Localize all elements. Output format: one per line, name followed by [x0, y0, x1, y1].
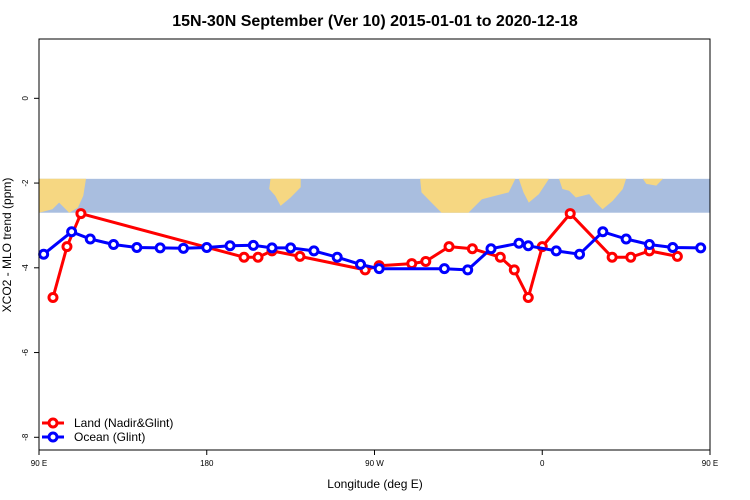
data-point: [355, 258, 367, 270]
x-tick-label: 90 E: [31, 459, 47, 468]
data-point: [443, 241, 455, 253]
data-point: [108, 239, 120, 250]
data-point: [47, 291, 59, 303]
data-point: [695, 242, 707, 254]
chart-title: 15N-30N September (Ver 10) 2015-01-01 to…: [172, 13, 578, 30]
y-tick-label: -6: [21, 348, 30, 356]
y-tick-label: -4: [21, 264, 30, 272]
x-tick-label: 0: [540, 459, 545, 468]
data-point: [373, 263, 385, 275]
data-point: [597, 226, 609, 238]
series-line: [51, 212, 678, 299]
y-tick-label: -8: [21, 433, 30, 441]
data-point: [308, 245, 320, 257]
series-land: [47, 208, 683, 303]
data-point: [266, 242, 278, 254]
x-axis: 90 E 180 90 W 0 90 E: [31, 450, 718, 468]
data-point: [462, 264, 474, 276]
x-tick-label: 90 W: [365, 459, 384, 468]
data-point: [66, 226, 78, 238]
data-point: [406, 258, 418, 270]
land-mass-5: [559, 178, 627, 210]
land-mass-4: [518, 178, 549, 203]
data-point: [620, 233, 632, 245]
map-land: [39, 178, 663, 213]
x-axis-label: Longitude (deg E): [327, 477, 422, 491]
data-point: [625, 251, 637, 263]
x-tick-label: 180: [200, 459, 214, 468]
legend-swatch-marker: [47, 417, 59, 429]
data-point: [252, 251, 264, 263]
data-point: [574, 248, 586, 260]
x-tick-label: 90 E: [702, 459, 718, 468]
data-point: [420, 255, 432, 267]
data-point: [131, 241, 143, 253]
data-point: [522, 291, 534, 303]
data-point: [564, 208, 576, 220]
legend: Land (Nadir&Glint)Ocean (Glint): [42, 416, 173, 444]
data-point: [671, 250, 683, 262]
legend-label: Ocean (Glint): [74, 430, 145, 444]
legend-swatch-marker: [47, 431, 59, 443]
data-point: [201, 241, 213, 253]
data-point: [485, 243, 497, 255]
legend-label: Land (Nadir&Glint): [74, 416, 173, 430]
data-point: [294, 250, 306, 262]
data-point: [75, 208, 87, 220]
land-mass-2: [269, 178, 301, 206]
data-point: [522, 240, 534, 252]
data-point: [224, 240, 236, 252]
data-point: [238, 251, 250, 263]
y-axis-label: XCO2 - MLO trend (ppm): [0, 178, 14, 313]
data-point: [550, 245, 562, 257]
data-point: [177, 242, 189, 254]
world-map-strip: [39, 178, 710, 213]
land-mass-6: [642, 178, 663, 186]
land-mass-1: [39, 178, 86, 213]
land-mass-3: [420, 178, 516, 213]
y-tick-label: 0: [21, 96, 30, 101]
data-point: [508, 264, 520, 276]
data-point: [154, 242, 166, 254]
data-point: [331, 251, 343, 263]
y-axis: 0 -2 -4 -6 -8: [21, 96, 39, 441]
data-point: [643, 239, 655, 250]
data-point: [494, 251, 506, 263]
y-tick-label: -2: [21, 179, 30, 187]
data-point: [247, 239, 259, 251]
series-line: [42, 230, 701, 272]
series-layer: [38, 208, 707, 303]
data-point: [606, 251, 618, 263]
data-point: [667, 241, 679, 253]
data-point: [61, 241, 73, 253]
data-point: [285, 242, 297, 254]
data-point: [513, 237, 525, 249]
data-point: [84, 233, 96, 245]
data-point: [438, 263, 450, 275]
data-point: [38, 248, 50, 260]
data-point: [466, 243, 478, 255]
series-ocean: [38, 226, 707, 276]
